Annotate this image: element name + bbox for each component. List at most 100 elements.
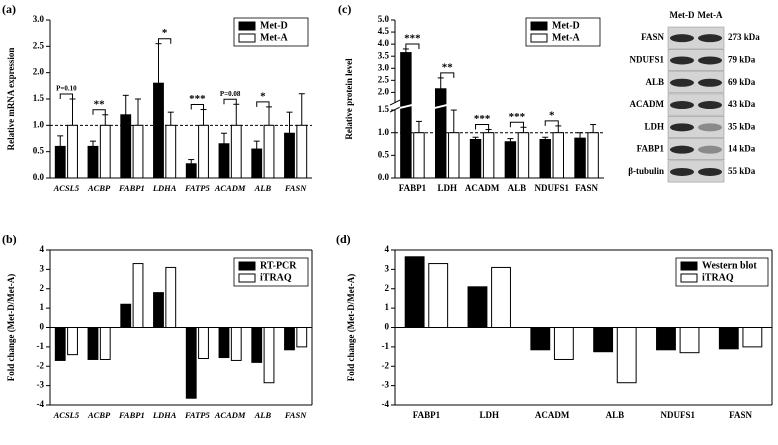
- x-tick-label: LDH: [479, 410, 499, 420]
- blot-band: [698, 145, 722, 154]
- blot-band: [670, 56, 694, 65]
- blot-size: 14 kDa: [728, 144, 756, 154]
- bar: [67, 124, 78, 179]
- blot-row: [667, 49, 725, 71]
- significance-label: *: [260, 90, 266, 102]
- bar: [467, 286, 488, 328]
- panel-label: (b): [2, 232, 17, 246]
- axis-break-mark: [389, 106, 401, 113]
- y-tick-label: 0.5: [33, 146, 45, 156]
- y-tick-label: 2.0: [33, 67, 45, 77]
- blot-band: [698, 123, 722, 132]
- blot-protein: ACADM: [630, 99, 665, 109]
- bar: [132, 124, 144, 179]
- legend-swatch: [238, 273, 256, 283]
- x-tick-label: ACSL5: [53, 183, 80, 193]
- y-tick-label: -1: [382, 341, 390, 351]
- bar-break: [399, 104, 413, 110]
- blot-size: 43 kDa: [728, 99, 756, 109]
- y-tick-label: 4.5: [378, 26, 390, 36]
- blot-band: [670, 101, 694, 110]
- x-tick-label: FABP1: [118, 410, 145, 420]
- legend-swatch: [238, 21, 256, 31]
- x-tick-label: ALB: [508, 183, 527, 193]
- axis-break-gap: [389, 103, 401, 110]
- x-tick-label: NDUFS1: [660, 410, 695, 420]
- panel-label: (a): [2, 2, 16, 16]
- significance-label: ***: [404, 32, 421, 44]
- bar: [263, 327, 275, 384]
- bar: [656, 327, 676, 351]
- significance-label: **: [442, 61, 454, 73]
- legend-swatch: [680, 261, 698, 271]
- blot-band: [670, 167, 694, 176]
- bar: [153, 82, 164, 179]
- bar: [434, 88, 447, 179]
- blot-band: [698, 56, 722, 65]
- blot-column-label: Met-D: [670, 10, 695, 20]
- blot-row: [667, 138, 725, 161]
- bar: [504, 141, 517, 179]
- significance-label: *: [549, 109, 555, 121]
- significance-bracket: [157, 38, 172, 44]
- significance-label: P=0.10: [56, 85, 77, 93]
- x-tick-label: FABP1: [118, 183, 145, 193]
- significance-bracket: [475, 124, 490, 130]
- bar: [718, 327, 739, 350]
- x-tick-label: FATP5: [184, 183, 210, 193]
- bar-break: [434, 104, 447, 110]
- legend-label: iTRAQ: [702, 272, 734, 283]
- bar: [517, 132, 530, 179]
- y-tick-label: 3: [385, 263, 390, 273]
- y-tick-label: 0.0: [378, 172, 390, 182]
- legend-swatch: [530, 33, 548, 43]
- legend-swatch: [238, 261, 256, 271]
- bar: [400, 52, 412, 179]
- x-tick-label: FASN: [284, 183, 307, 193]
- blot-band: [670, 145, 694, 154]
- bar: [54, 327, 66, 361]
- y-tick-label: 3.5: [378, 50, 390, 60]
- x-tick-label: ACADM: [214, 410, 246, 420]
- bar: [679, 327, 700, 354]
- y-tick-label: 5.0: [378, 14, 390, 24]
- bar: [616, 327, 637, 384]
- bar: [198, 124, 209, 179]
- bar: [67, 327, 78, 356]
- significance-bracket: [59, 93, 74, 99]
- significance-bracket: [440, 72, 455, 78]
- bar: [185, 327, 197, 399]
- significance-label: ***: [189, 93, 206, 105]
- bar: [218, 143, 230, 179]
- bar: [99, 124, 111, 179]
- x-tick-label: FASN: [729, 410, 752, 420]
- bar: [87, 145, 99, 179]
- x-tick-label: ACADM: [214, 183, 246, 193]
- significance-bracket: [544, 120, 559, 126]
- legend-label: Western blot: [702, 260, 757, 271]
- bar: [553, 327, 574, 360]
- x-tick-label: ACADM: [465, 183, 500, 193]
- y-tick-label: 4: [40, 244, 45, 254]
- y-tick-label: 1.0: [33, 119, 45, 129]
- significance-label: ***: [474, 113, 491, 125]
- bar: [185, 163, 197, 179]
- x-tick-label: FASN: [284, 410, 307, 420]
- blot-band: [670, 78, 694, 87]
- bar: [404, 256, 425, 328]
- y-tick-label: -3: [37, 380, 45, 390]
- y-tick-label: 3.0: [378, 62, 390, 72]
- y-tick-label: -4: [37, 399, 45, 409]
- y-tick-label: 0: [385, 322, 390, 332]
- bar: [230, 124, 242, 179]
- x-tick-label: ACBP: [87, 410, 111, 420]
- y-tick-label: 2: [385, 283, 390, 293]
- bar: [469, 139, 482, 179]
- bar: [296, 124, 308, 179]
- blot-size: 273 kDa: [728, 32, 760, 42]
- y-tick-label: 0: [40, 322, 45, 332]
- bar: [251, 148, 263, 179]
- x-tick-label: ALB: [606, 410, 625, 420]
- blot-row: [667, 26, 725, 49]
- legend-label: RT-PCR: [260, 260, 297, 271]
